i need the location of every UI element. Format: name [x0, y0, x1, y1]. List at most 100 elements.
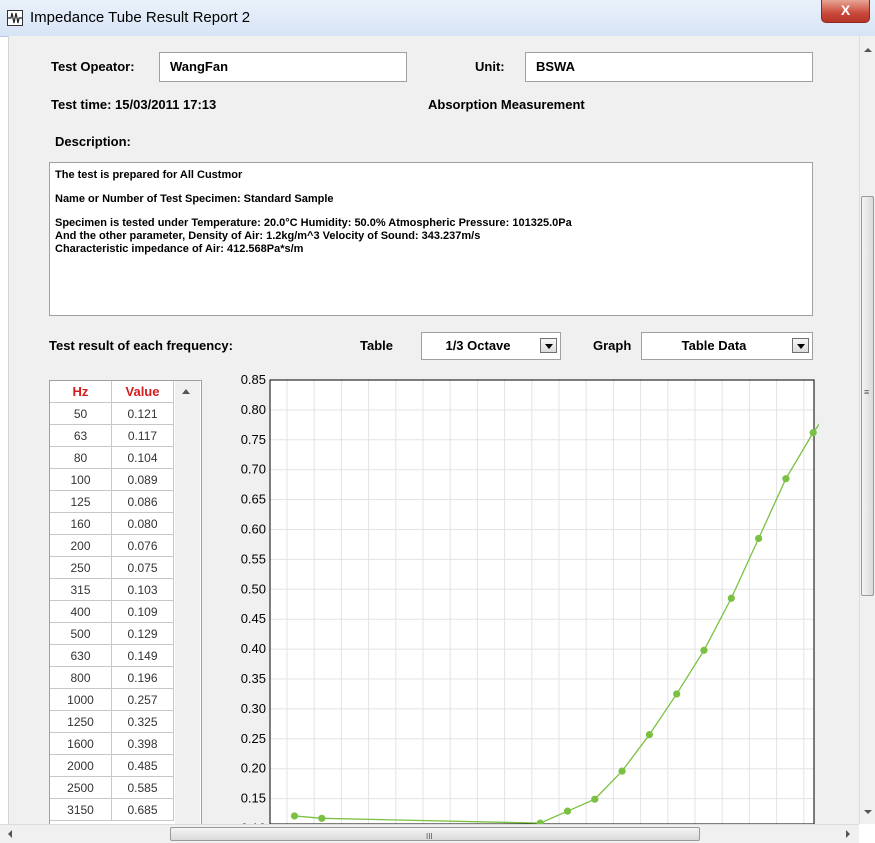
hz-cell[interactable]: 1000 [50, 688, 112, 711]
value-cell[interactable]: 0.086 [111, 490, 174, 513]
hz-cell[interactable]: 63 [50, 424, 112, 447]
frequency-table[interactable]: Hz Value 50 0.121 63 0.117 80 0.104 100 0.089 12… [49, 380, 202, 826]
table-row[interactable]: 3150 0.685 [50, 798, 174, 821]
scroll-left-icon[interactable] [8, 830, 12, 838]
y-tick-label: 0.35 [241, 671, 266, 686]
horizontal-scroll-thumb[interactable]: III [170, 827, 700, 841]
horizontal-scrollbar[interactable]: III [0, 824, 859, 843]
table-scrollbar[interactable] [175, 381, 200, 825]
report-content: Test Opeator: WangFan Unit: BSWA Test ti… [8, 36, 860, 826]
value-column-header[interactable]: Value [111, 381, 174, 403]
value-cell[interactable]: 0.109 [111, 600, 174, 623]
value-cell[interactable]: 0.129 [111, 622, 174, 645]
hz-cell[interactable]: 2000 [50, 754, 112, 777]
table-row[interactable]: 800 0.196 [50, 666, 174, 689]
chevron-down-icon[interactable] [540, 338, 557, 353]
table-row[interactable]: 315 0.103 [50, 578, 174, 601]
description-line: Specimen is tested under Temperature: 20… [55, 217, 572, 229]
data-point [782, 475, 790, 483]
y-tick-label: 0.45 [241, 611, 266, 626]
table-row[interactable]: 100 0.089 [50, 468, 174, 491]
table-row[interactable]: 400 0.109 [50, 600, 174, 623]
value-cell[interactable]: 0.076 [111, 534, 174, 557]
table-row[interactable]: 250 0.075 [50, 556, 174, 579]
vertical-scrollbar[interactable]: ≡ [859, 36, 875, 824]
value-cell[interactable]: 0.080 [111, 512, 174, 535]
scroll-up-icon[interactable] [864, 48, 872, 52]
value-cell[interactable]: 0.257 [111, 688, 174, 711]
table-row[interactable]: 1250 0.325 [50, 710, 174, 733]
unit-field[interactable]: BSWA [525, 52, 813, 82]
scroll-down-icon[interactable] [864, 810, 872, 814]
description-textbox[interactable]: The test is prepared for All Custmor Nam… [49, 162, 813, 316]
data-point [290, 812, 299, 820]
hz-cell[interactable]: 2500 [50, 776, 112, 799]
graph-mode-select[interactable]: Table Data [641, 332, 813, 360]
table-row[interactable]: 125 0.086 [50, 490, 174, 513]
value-cell[interactable]: 0.117 [111, 424, 174, 447]
hz-cell[interactable]: 160 [50, 512, 112, 535]
chevron-down-icon[interactable] [792, 338, 809, 353]
table-row[interactable]: 1000 0.257 [50, 688, 174, 711]
value-cell[interactable]: 0.075 [111, 556, 174, 579]
table-row[interactable]: 160 0.080 [50, 512, 174, 535]
table-row[interactable]: 200 0.076 [50, 534, 174, 557]
hz-cell[interactable]: 315 [50, 578, 112, 601]
hz-cell[interactable]: 1250 [50, 710, 112, 733]
hz-cell[interactable]: 200 [50, 534, 112, 557]
y-tick-label: 0.25 [241, 731, 266, 746]
data-point [563, 807, 572, 815]
table-row[interactable]: 630 0.149 [50, 644, 174, 667]
value-cell[interactable]: 0.325 [111, 710, 174, 733]
vertical-scroll-thumb[interactable]: ≡ [861, 196, 874, 596]
table-octave-select[interactable]: 1/3 Octave [421, 332, 561, 360]
value-cell[interactable]: 0.103 [111, 578, 174, 601]
hz-cell[interactable]: 3150 [50, 798, 112, 821]
value-cell[interactable]: 0.585 [111, 776, 174, 799]
hz-cell[interactable]: 50 [50, 402, 112, 425]
operator-field[interactable]: WangFan [159, 52, 407, 82]
table-row[interactable]: 80 0.104 [50, 446, 174, 469]
hz-cell[interactable]: 125 [50, 490, 112, 513]
y-tick-label: 0.50 [241, 581, 266, 596]
plot-border [269, 379, 815, 824]
value-cell[interactable]: 0.089 [111, 468, 174, 491]
hz-cell[interactable]: 250 [50, 556, 112, 579]
value-cell[interactable]: 0.685 [111, 798, 174, 821]
hz-cell[interactable]: 630 [50, 644, 112, 667]
description-line: And the other parameter, Density of Air:… [55, 230, 481, 242]
test-time: Test time: 15/03/2011 17:13 [51, 97, 217, 112]
data-point [755, 534, 763, 543]
hz-cell[interactable]: 100 [50, 468, 112, 491]
value-cell[interactable]: 0.121 [111, 402, 174, 425]
value-cell[interactable]: 0.485 [111, 754, 174, 777]
table-row[interactable]: 2500 0.585 [50, 776, 174, 799]
scroll-up-icon[interactable] [182, 389, 190, 394]
hz-cell[interactable]: 1600 [50, 732, 112, 755]
close-button[interactable]: X [821, 0, 870, 23]
table-row[interactable]: 1600 0.398 [50, 732, 174, 755]
data-point [645, 731, 653, 739]
scroll-right-icon[interactable] [846, 830, 850, 838]
value-cell[interactable]: 0.196 [111, 666, 174, 689]
hz-cell[interactable]: 800 [50, 666, 112, 689]
table-octave-value: 1/3 Octave [445, 338, 511, 353]
table-row[interactable]: 500 0.129 [50, 622, 174, 645]
table-row[interactable]: 2000 0.485 [50, 754, 174, 777]
value-cell[interactable]: 0.149 [111, 644, 174, 667]
value-cell[interactable]: 0.398 [111, 732, 174, 755]
grip-icon: ≡ [864, 387, 870, 397]
hz-cell[interactable]: 80 [50, 446, 112, 469]
results-label: Test result of each frequency: [49, 338, 233, 353]
hz-column-header[interactable]: Hz [50, 381, 112, 403]
hz-cell[interactable]: 500 [50, 622, 112, 645]
value-cell[interactable]: 0.104 [111, 446, 174, 469]
hz-cell[interactable]: 400 [50, 600, 112, 623]
data-point [618, 767, 626, 775]
y-tick-label: 0.40 [241, 641, 266, 656]
table-row[interactable]: 63 0.117 [50, 424, 174, 447]
measurement-type: Absorption Measurement [428, 97, 585, 112]
table-row[interactable]: 50 0.121 [50, 402, 174, 425]
title-bar[interactable]: Impedance Tube Result Report 2 X [0, 0, 875, 37]
graph-label: Graph [593, 338, 632, 353]
